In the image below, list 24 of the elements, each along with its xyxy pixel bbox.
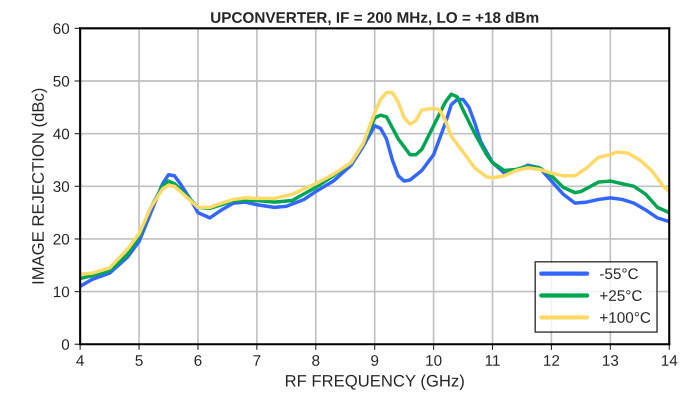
y-tick-label: 20 [54,234,70,245]
y-tick-label: 10 [54,286,70,298]
y-tick-label: 40 [53,128,70,140]
x-tick-label: 7 [253,355,260,366]
legend-label: -55°C [600,268,638,280]
y-axis-title: IMAGE REJECTION (dBc) [32,88,48,284]
x-tick-label: 5 [135,355,143,366]
x-tick-label: 9 [371,355,378,366]
x-tick-label: 6 [194,355,202,366]
x-tick-label: 12 [544,355,560,366]
x-tick-label: 14 [662,355,678,366]
y-tick-label: 60 [54,23,70,34]
y-tick-label: 30 [53,181,70,192]
chart-title: UPCONVERTER, IF = 200 MHz, LO = +18 dBm [211,12,538,26]
x-tick-label: 8 [312,355,320,366]
x-tick-label: 4 [76,355,84,366]
legend-label: +100°C [600,312,650,323]
legend-label: +25°C [600,290,642,302]
x-tick-label: 10 [426,355,442,366]
y-tick-label: 50 [53,76,70,87]
y-tick-label: 0 [62,339,70,350]
x-tick-label: 13 [603,355,618,366]
x-tick-label: 11 [486,355,500,366]
x-axis-title: RF FREQUENCY (GHz) [286,374,464,390]
